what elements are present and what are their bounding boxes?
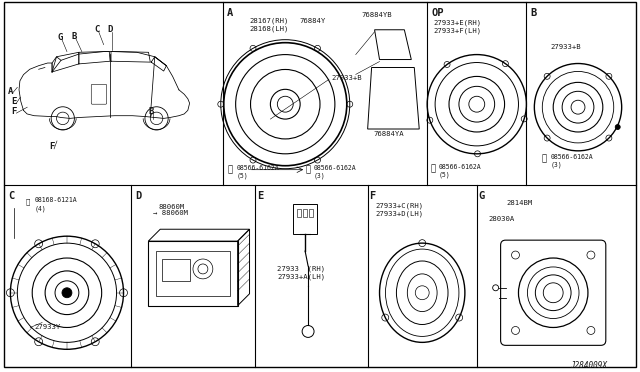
Bar bbox=[303, 209, 307, 217]
Text: Ⓑ: Ⓑ bbox=[26, 199, 31, 205]
Text: (3): (3) bbox=[550, 162, 562, 168]
Text: 88060M: 88060M bbox=[158, 205, 184, 211]
Text: (4): (4) bbox=[34, 205, 46, 212]
Text: 27933Y: 27933Y bbox=[34, 324, 60, 330]
Text: 08566-6162A: 08566-6162A bbox=[314, 165, 356, 171]
Text: 27933+E(RH): 27933+E(RH) bbox=[433, 20, 481, 26]
Text: F: F bbox=[49, 142, 55, 151]
Text: Ⓑ: Ⓑ bbox=[228, 166, 234, 175]
Text: F: F bbox=[12, 107, 17, 116]
Text: Ⓑ: Ⓑ bbox=[541, 155, 547, 164]
Text: C: C bbox=[94, 25, 99, 34]
Text: B: B bbox=[531, 8, 536, 18]
Text: F: F bbox=[370, 190, 376, 201]
Text: G: G bbox=[58, 33, 63, 42]
Text: 27933+C(RH): 27933+C(RH) bbox=[376, 202, 424, 209]
Text: 27933+F(LH): 27933+F(LH) bbox=[433, 28, 481, 34]
Text: Ⓑ: Ⓑ bbox=[305, 166, 310, 175]
Text: (5): (5) bbox=[237, 173, 248, 179]
Text: 2814BM: 2814BM bbox=[507, 201, 533, 206]
Bar bbox=[148, 241, 237, 306]
Text: 08566-6162A: 08566-6162A bbox=[550, 154, 593, 160]
Text: 08168-6121A: 08168-6121A bbox=[34, 198, 77, 203]
Text: 76884YA: 76884YA bbox=[374, 131, 404, 137]
Bar bbox=[156, 251, 230, 296]
Text: → 88060M: → 88060M bbox=[154, 211, 188, 217]
Text: 27933+A(LH): 27933+A(LH) bbox=[277, 274, 326, 280]
Text: 27933+B: 27933+B bbox=[550, 44, 581, 50]
Text: OP: OP bbox=[431, 8, 444, 18]
Text: 27933+D(LH): 27933+D(LH) bbox=[376, 211, 424, 217]
Text: J284009X: J284009X bbox=[570, 361, 607, 370]
Text: 28030A: 28030A bbox=[489, 217, 515, 222]
Text: 76884Y: 76884Y bbox=[299, 18, 325, 24]
Text: B: B bbox=[71, 32, 77, 41]
Circle shape bbox=[62, 288, 72, 298]
Text: Ⓑ: Ⓑ bbox=[431, 165, 436, 174]
Text: B: B bbox=[148, 107, 154, 116]
Bar bbox=[297, 209, 301, 217]
Bar bbox=[309, 209, 313, 217]
Text: 28168(LH): 28168(LH) bbox=[250, 26, 289, 32]
Circle shape bbox=[615, 125, 620, 129]
Text: E: E bbox=[12, 97, 17, 106]
Text: E: E bbox=[257, 190, 264, 201]
Text: 76884YB: 76884YB bbox=[362, 12, 392, 18]
Text: (5): (5) bbox=[439, 172, 451, 178]
Text: D: D bbox=[107, 25, 112, 34]
Bar bbox=[162, 259, 190, 281]
Text: A: A bbox=[8, 87, 13, 96]
Text: 08566-6162A: 08566-6162A bbox=[439, 164, 482, 170]
Text: 28167(RH): 28167(RH) bbox=[250, 18, 289, 24]
Text: 27933+B: 27933+B bbox=[332, 76, 362, 81]
Text: D: D bbox=[136, 190, 141, 201]
Text: C: C bbox=[8, 190, 15, 201]
Text: A: A bbox=[227, 8, 233, 18]
Text: (3): (3) bbox=[314, 173, 326, 179]
Text: G: G bbox=[479, 190, 485, 201]
Text: 27933  (RH): 27933 (RH) bbox=[277, 266, 326, 272]
Bar bbox=[293, 205, 317, 234]
Text: 08566-6162A: 08566-6162A bbox=[237, 165, 279, 171]
